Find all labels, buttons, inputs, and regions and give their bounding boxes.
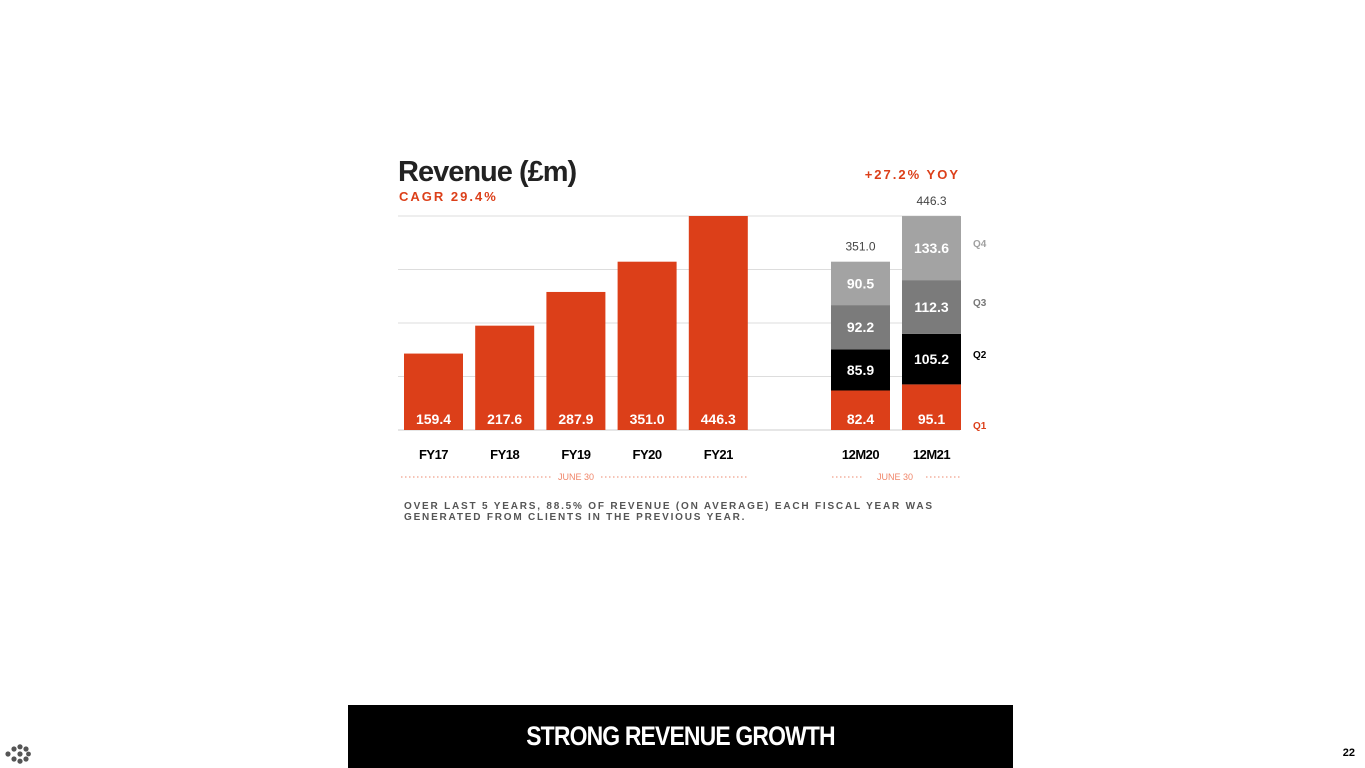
period-label: JUNE 30 [877, 472, 913, 482]
legend-label-Q3: Q3 [973, 298, 987, 309]
segment-value-label: 112.3 [914, 299, 948, 315]
logo-icon [5, 744, 31, 764]
x-tick-label: FY18 [490, 447, 519, 462]
stacked-segment-Q4-12M20 [831, 261, 890, 306]
stacked-segment-Q4-12M21 [902, 216, 961, 281]
x-tick-label: FY20 [633, 447, 662, 462]
segment-value-label: 82.4 [847, 411, 874, 427]
legend-label-Q4: Q4 [973, 239, 987, 250]
stacked-segment-Q3-12M20 [831, 305, 890, 350]
bar-FY17 [404, 353, 463, 430]
x-tick-label: 12M21 [913, 447, 951, 462]
chart-title: Revenue (£m) [398, 156, 577, 188]
x-tick-label: FY19 [561, 447, 590, 462]
bar-FY21 [688, 216, 748, 430]
segment-value-label: 92.2 [847, 319, 874, 335]
x-tick-label: FY17 [419, 447, 448, 462]
bar-value-label: 351.0 [630, 411, 665, 427]
segment-value-label: 85.9 [847, 362, 874, 378]
footnote: OVER LAST 5 YEARS, 88.5% OF REVENUE (ON … [404, 501, 934, 523]
legend-label-Q1: Q1 [973, 421, 987, 432]
stacked-segment-Q2-12M20 [831, 349, 890, 391]
segment-value-label: 90.5 [847, 275, 874, 291]
segment-value-label: 95.1 [918, 411, 945, 427]
bar-FY18 [475, 325, 535, 430]
page-number: 22 [1342, 747, 1355, 759]
chart-subtitle: CAGR 29.4% [399, 189, 498, 204]
bar-value-label: 287.9 [558, 411, 593, 427]
yoy-annotation: +27.2% YOY [864, 167, 960, 182]
footer-banner: STRONG REVENUE GROWTH [348, 705, 1013, 768]
bar-value-label: 217.6 [487, 411, 522, 427]
footer-title: STRONG REVENUE GROWTH [526, 721, 835, 751]
stacked-segment-Q2-12M21 [902, 333, 961, 385]
segment-value-label: 105.2 [914, 351, 949, 367]
x-tick-label: 12M20 [842, 447, 880, 462]
stacked-segment-Q1-12M21 [902, 384, 961, 430]
x-tick-label: FY21 [704, 447, 733, 462]
bar-FY20 [617, 261, 677, 430]
bar-value-label: 159.4 [416, 411, 451, 427]
segment-value-label: 133.6 [914, 240, 949, 256]
total-label: 446.3 [916, 194, 946, 208]
bar-FY19 [546, 291, 606, 430]
legend-label-Q2: Q2 [973, 350, 987, 361]
total-label: 351.0 [845, 240, 875, 254]
bar-value-label: 446.3 [701, 411, 736, 427]
period-label: JUNE 30 [558, 472, 594, 482]
stacked-segment-Q3-12M21 [902, 280, 961, 334]
stacked-segment-Q1-12M20 [831, 390, 890, 430]
